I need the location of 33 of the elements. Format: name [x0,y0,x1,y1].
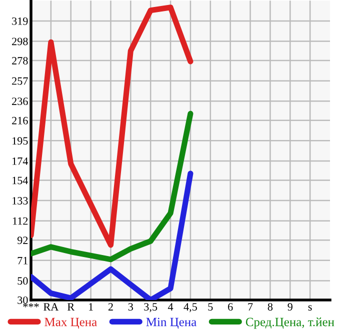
x-tick-label: 4,5 [184,303,197,312]
y-tick-label: 319 [12,17,28,25]
x-tick-label: *** [23,303,39,308]
y-tick-label: 133 [12,197,28,205]
y-tick-label: 195 [12,137,28,145]
y-tick-label: 257 [12,77,28,85]
x-tick-label: 3,5 [144,303,158,312]
x-tick-label: s [308,305,312,311]
legend-label: Сред.Цена, т.йен [246,318,334,329]
x-tick-label: 8 [268,303,273,311]
x-tick-label: 5 [208,303,213,311]
legend-label: Max Цена [44,318,97,329]
y-tick-label: 154 [12,176,28,184]
y-tick-label: 236 [12,98,28,106]
y-tick-label: 216 [12,116,28,124]
y-tick-label: 71 [18,256,28,264]
x-tick-label: 3 [128,303,134,311]
y-tick-label: 174 [12,157,28,165]
x-tick-label: 1 [89,303,93,310]
legend-label: Min Цена [146,318,196,329]
x-tick-label: 9 [288,303,292,311]
x-tick-label: RA [44,303,59,310]
y-tick-label: 112 [12,217,28,225]
x-tick-label: 6 [228,303,233,311]
y-tick-label: 92 [17,236,28,244]
x-tick-label: 2 [108,303,113,310]
y-tick-label: 278 [12,57,28,64]
y-tick-label: 30 [18,296,28,304]
y-tick-label: 50 [18,277,28,285]
y-tick-label: 298 [12,38,28,46]
x-tick-label: 7 [248,303,253,310]
x-tick-label: R [67,303,75,310]
x-tick-label: 4 [168,303,174,310]
